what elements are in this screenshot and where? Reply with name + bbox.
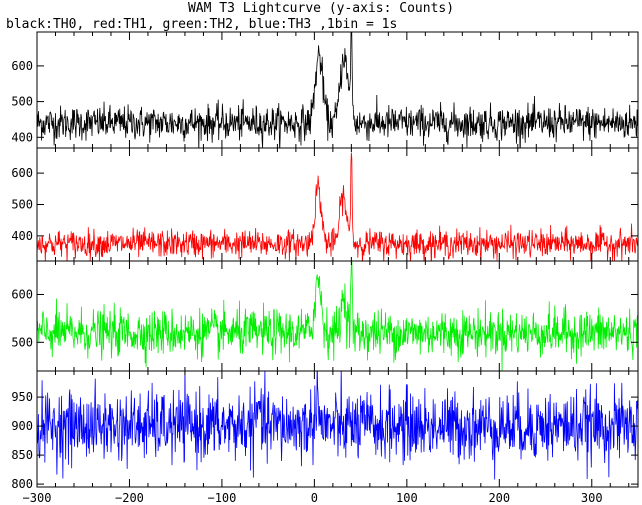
x-tick-label: −100	[207, 491, 236, 505]
x-tick-label: 100	[396, 491, 418, 505]
y-tick-label: 800	[11, 477, 33, 491]
y-tick-label: 600	[11, 166, 33, 180]
y-tick-label: 600	[11, 59, 33, 73]
chart-subtitle: black:TH0, red:TH1, green:TH2, blue:TH3 …	[6, 17, 398, 32]
x-tick-label: 0	[311, 491, 318, 505]
series-line-th3	[37, 371, 638, 480]
y-tick-label: 500	[11, 198, 33, 212]
series-line-th0	[37, 32, 638, 148]
y-tick-label: 900	[11, 419, 33, 433]
series-line-th1	[37, 152, 638, 261]
y-tick-label: 500	[11, 95, 33, 109]
panel-frame-th3	[36, 370, 639, 488]
y-tick-label: 850	[11, 448, 33, 462]
y-tick-label: 950	[11, 390, 33, 404]
x-tick-label: −200	[115, 491, 144, 505]
y-tick-label: 400	[11, 229, 33, 243]
x-tick-label: −300	[23, 491, 52, 505]
x-tick-label: 200	[488, 491, 510, 505]
chart-title: WAM T3 Lightcurve (y-axis: Counts)	[187, 1, 455, 16]
series-line-th2	[37, 261, 638, 371]
x-tick-label: 300	[581, 491, 603, 505]
y-tick-label: 400	[11, 130, 33, 144]
panel-frame-th2	[36, 260, 639, 372]
y-tick-label: 500	[11, 335, 33, 349]
y-tick-label: 600	[11, 287, 33, 301]
